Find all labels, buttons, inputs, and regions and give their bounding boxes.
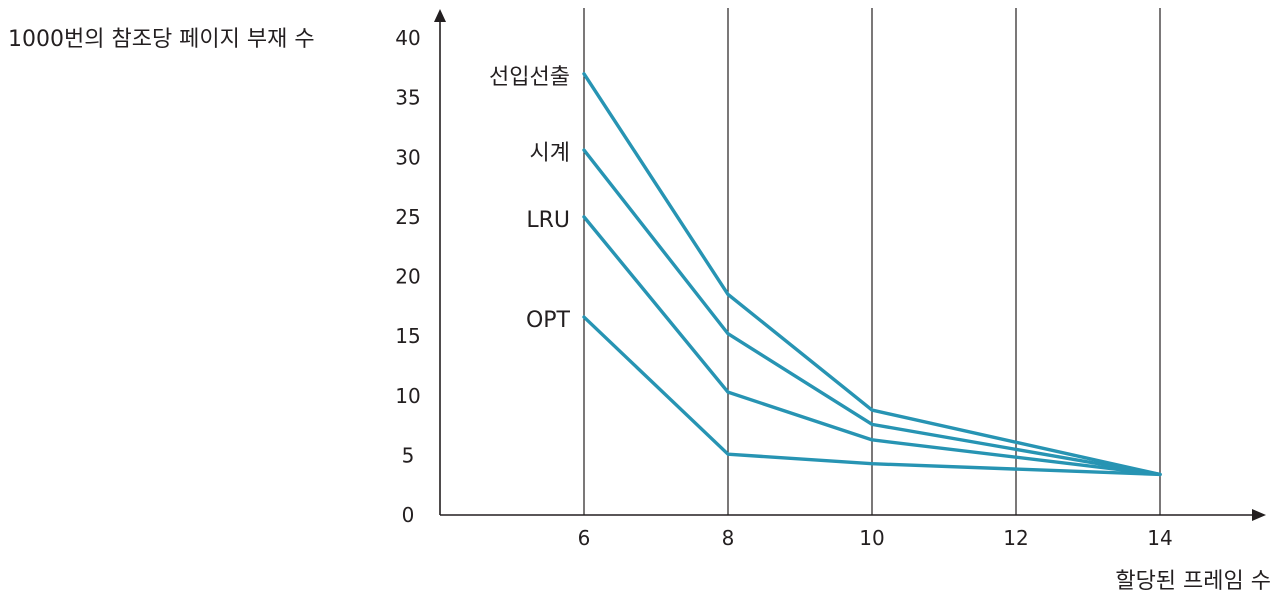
- y-tick-label-15: 15: [395, 324, 420, 348]
- x-tick-label-8: 8: [722, 526, 735, 550]
- y-tick-label-10: 10: [395, 384, 420, 408]
- y-tick-label-5: 5: [402, 443, 415, 467]
- tick-labels: 0 5 10 15 20 25 30 35 40 6 8 10 12 14: [395, 26, 1172, 550]
- y-axis-arrow: [434, 9, 446, 22]
- series-lines: [582, 72, 1162, 477]
- x-tick-label-12: 12: [1003, 526, 1028, 550]
- series-label-1: 선입선출: [489, 65, 570, 90]
- y-tick-label-40: 40: [395, 26, 420, 50]
- y-tick-label-0: 0: [402, 503, 415, 527]
- grid-lines: [583, 8, 1161, 515]
- y-tick-label-25: 25: [395, 205, 420, 229]
- series-line-2: [582, 148, 1162, 477]
- x-tick-label-6: 6: [578, 526, 591, 550]
- y-axis-title: 1000번의 참조당 페이지 부재 수: [8, 27, 315, 52]
- x-axis-title: 할당된 프레임 수: [1115, 569, 1271, 594]
- y-tick-label-30: 30: [395, 145, 420, 169]
- y-tick-label-35: 35: [395, 86, 420, 110]
- series-line-3: [582, 215, 1162, 477]
- y-tick-label-20: 20: [395, 265, 420, 289]
- series-line-1: [582, 72, 1162, 477]
- x-axis-arrow: [1252, 509, 1266, 521]
- x-tick-label-10: 10: [859, 526, 884, 550]
- x-tick-label-14: 14: [1147, 526, 1172, 550]
- series-line-4: [582, 315, 1162, 477]
- axes: [434, 9, 1266, 521]
- series-label-2: 시계: [530, 141, 570, 166]
- series-label-4: OPT: [526, 308, 571, 333]
- series-label-3: LRU: [526, 208, 570, 233]
